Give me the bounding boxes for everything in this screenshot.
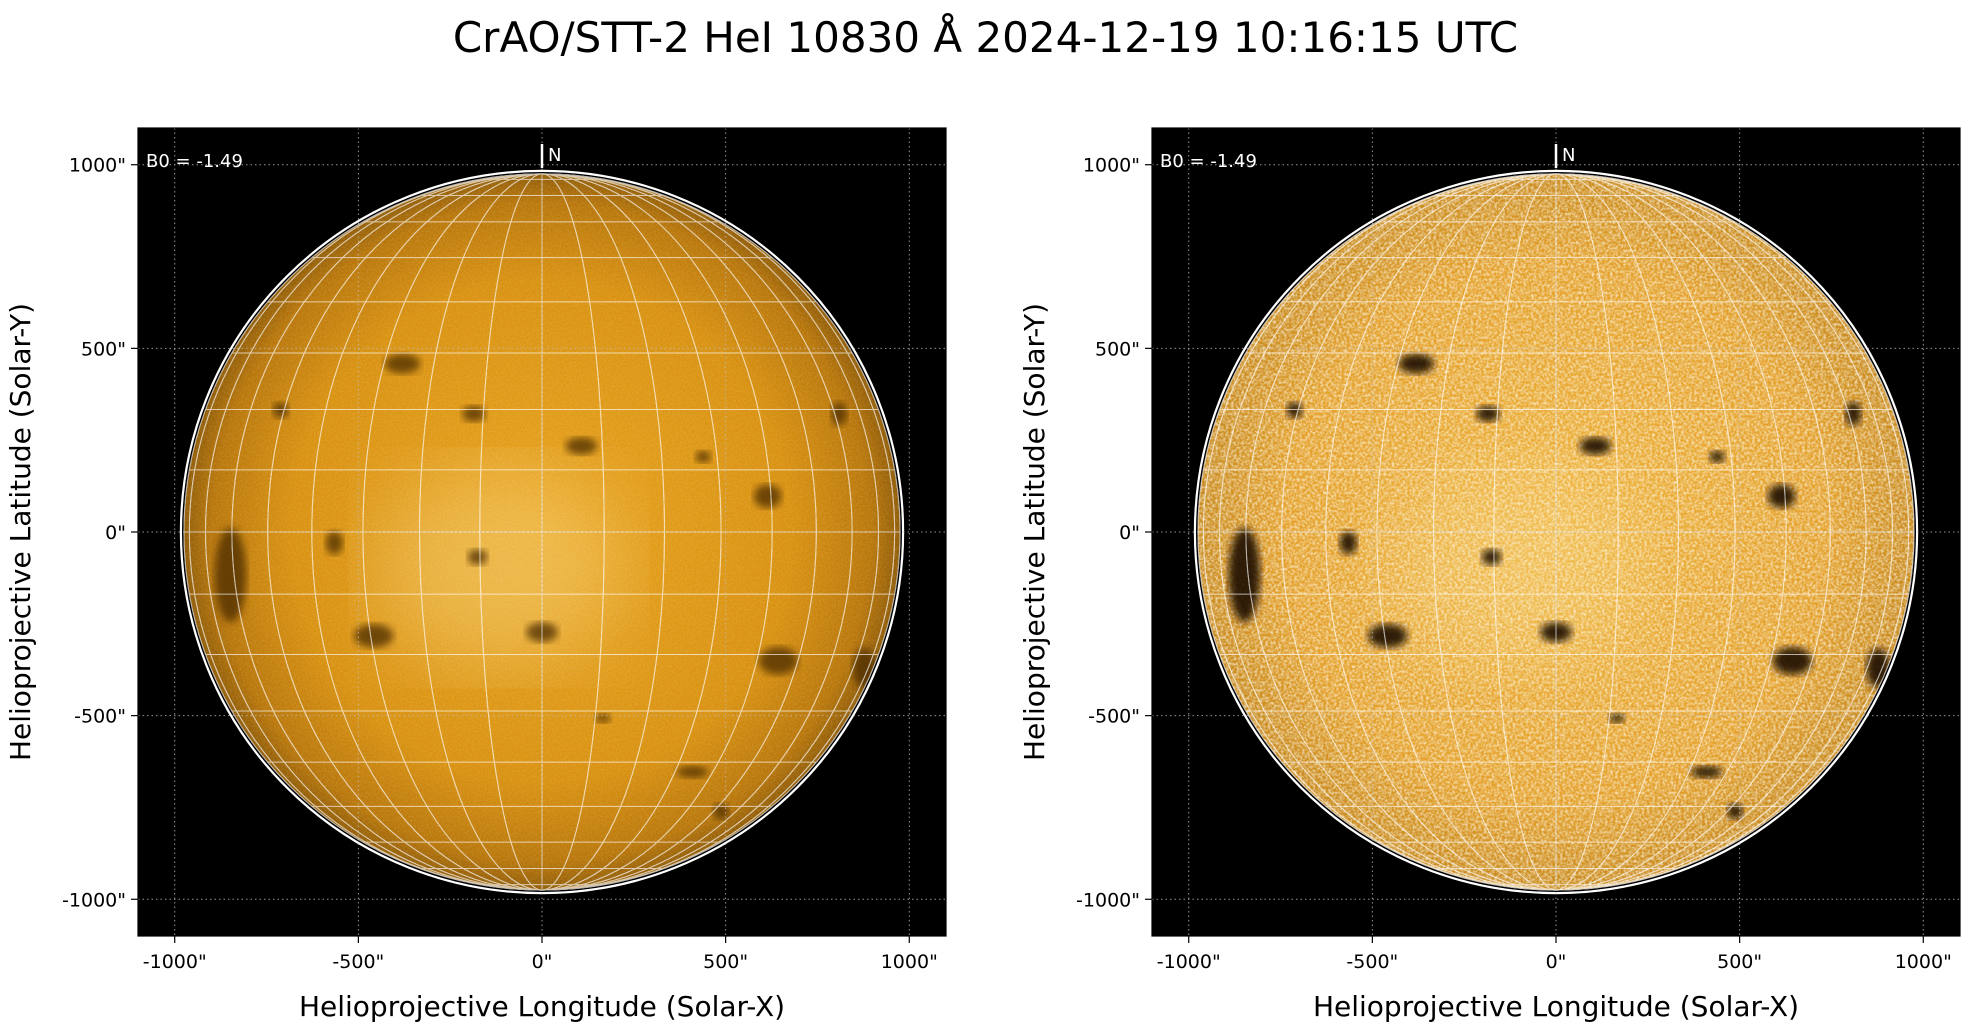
dark-feature	[1476, 405, 1500, 422]
y-tick-label: 500"	[81, 338, 126, 360]
dark-feature	[1727, 803, 1743, 820]
north-label: N	[1562, 145, 1575, 166]
right-panel: -1000" -500" 0" 500" 1000" 1000" 500" 0" -500" -1…	[1018, 127, 1961, 1023]
y-tick-label: 1000"	[69, 155, 126, 177]
b0-annotation: B0 = -1.49	[146, 151, 243, 172]
b0-annotation: B0 = -1.49	[1160, 151, 1257, 172]
dark-feature	[325, 530, 343, 555]
dark-feature	[1845, 402, 1862, 426]
dark-feature	[1579, 437, 1612, 455]
dark-feature	[1339, 530, 1357, 555]
dark-feature	[1228, 527, 1261, 623]
dark-feature	[467, 549, 488, 565]
dark-feature	[831, 402, 848, 426]
y-tick-label: -500"	[1088, 706, 1140, 728]
x-tick-label: -500"	[1346, 951, 1398, 973]
dark-feature	[676, 766, 709, 778]
dark-feature	[1709, 450, 1726, 463]
y-tick-label: 0"	[105, 522, 126, 544]
dark-feature	[272, 402, 289, 419]
y-tick-label: -1000"	[62, 889, 126, 911]
x-axis-label: Helioprojective Longitude (Solar-X)	[299, 990, 785, 1023]
dark-feature	[695, 450, 712, 463]
x-tick-label: -1000"	[143, 951, 207, 973]
dark-feature	[214, 527, 247, 623]
dark-feature	[753, 484, 782, 509]
y-tick-label: -500"	[74, 706, 126, 728]
dark-feature	[713, 803, 729, 820]
x-tick-label: 0"	[1546, 951, 1567, 973]
x-tick-label: -500"	[332, 951, 384, 973]
x-tick-label: 1000"	[1895, 951, 1952, 973]
dark-feature	[565, 437, 598, 455]
dark-feature	[1608, 713, 1625, 723]
dark-feature	[1772, 647, 1813, 675]
y-axis-label: Helioprojective Latitude (Solar-Y)	[1018, 303, 1051, 761]
x-tick-label: 0"	[532, 951, 553, 973]
x-tick-label: -1000"	[1157, 951, 1221, 973]
dark-feature	[384, 353, 421, 374]
dark-feature	[1690, 766, 1723, 778]
y-tick-label: -1000"	[1076, 889, 1140, 911]
dark-feature	[758, 647, 799, 675]
dark-feature	[1286, 402, 1303, 419]
north-label: N	[548, 145, 561, 166]
x-axis-label: Helioprojective Longitude (Solar-X)	[1313, 990, 1799, 1023]
dark-feature	[1368, 624, 1408, 648]
dark-feature	[594, 713, 611, 723]
y-axis-label: Helioprojective Latitude (Solar-Y)	[4, 303, 37, 761]
dark-feature	[1767, 484, 1796, 509]
y-tick-label: 500"	[1095, 338, 1140, 360]
x-tick-label: 1000"	[881, 951, 938, 973]
x-tick-label: 500"	[703, 951, 748, 973]
y-tick-label: 1000"	[1083, 155, 1140, 177]
dark-feature	[1398, 353, 1435, 374]
dark-feature	[462, 405, 486, 422]
x-tick-label: 500"	[1717, 951, 1762, 973]
y-tick-label: 0"	[1119, 522, 1140, 544]
left-panel: -1000" -500" 0" 500" 1000" 1000" 500" 0" -500" -1…	[4, 127, 947, 1023]
dark-feature	[354, 624, 394, 648]
dark-feature	[1481, 549, 1502, 565]
figure-title: CrAO/STT-2 HeI 10830 Å 2024-12-19 10:16:…	[452, 13, 1519, 62]
